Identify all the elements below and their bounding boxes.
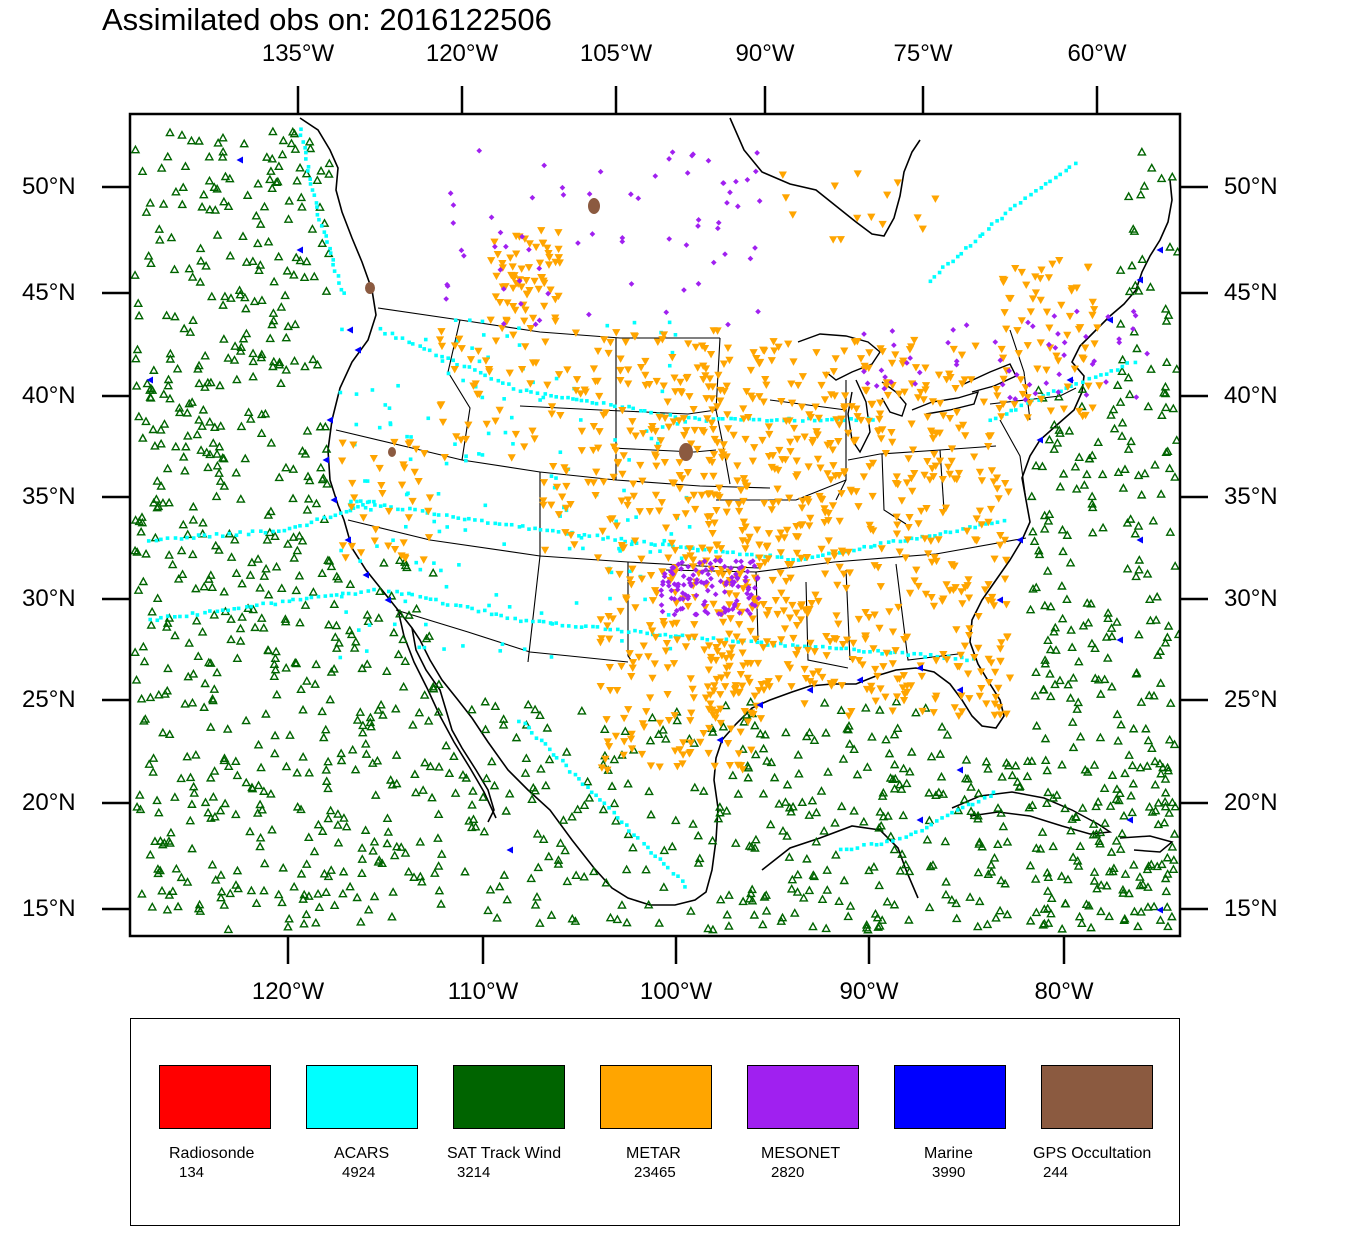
left-lat-label: 25°N [22,686,76,713]
observation-map [102,86,1208,964]
left-lat-label: 20°N [22,789,76,816]
legend-label: Marine [924,1145,973,1162]
right-lat-label: 45°N [1224,279,1278,306]
legend-count: 244 [1043,1164,1069,1181]
bottom-lon-label: 120°W [251,978,325,1005]
right-lat-label: 25°N [1224,686,1278,713]
legend-swatch [159,1065,271,1129]
yucatan-peninsula [761,825,919,899]
legend-item-acars: ACARS 4924 [306,1065,418,1185]
bottom-lon-label: 110°W [447,978,519,1005]
legend-count: 3990 [932,1164,966,1181]
top-lon-label: 90°W [735,40,795,67]
top-lon-label: 105°W [579,40,653,67]
baja-peninsula [397,609,497,819]
right-lat-label: 50°N [1224,173,1278,200]
legend-count: 134 [179,1164,205,1181]
axis-ticks [102,86,1208,964]
legend: Radiosonde 134 ACARS 4924 SAT Track Wind… [130,1018,1180,1226]
legend-label: GPS Occultation [1033,1145,1152,1162]
legend-label: SAT Track Wind [447,1145,562,1162]
plot-frame [128,112,1182,938]
legend-label: ACARS [334,1145,390,1162]
gps-occultation-layer [365,198,693,461]
top-lon-label: 60°W [1067,40,1127,67]
bottom-lon-label: 90°W [839,978,899,1005]
legend-item-gps-occultation: GPS Occultation 244 [1033,1065,1153,1185]
mesonet-layer [443,147,1150,618]
legend-swatch [306,1065,418,1129]
left-lat-label: 40°N [22,382,76,409]
left-lat-label: 15°N [22,895,76,922]
legend-item-mesonet: MESONET 2820 [747,1065,859,1185]
legend-swatch [600,1065,712,1129]
map-geography [299,117,1174,906]
legend-label: MESONET [761,1145,841,1162]
hispaniola-coast [1119,835,1174,853]
cuba-coast [951,791,1113,835]
legend-count: 4924 [342,1164,376,1181]
top-lon-label: 75°W [893,40,953,67]
top-lon-label: 135°W [261,40,335,67]
right-lat-label: 40°N [1224,382,1278,409]
legend-count: 2820 [771,1164,805,1181]
legend-count: 23465 [634,1164,676,1181]
great-lakes [797,333,1017,454]
right-lat-label: 30°N [1224,585,1278,612]
right-lat-label: 15°N [1224,895,1278,922]
right-lat-label: 35°N [1224,483,1278,510]
map-title: Assimilated obs on: 2016122506 [102,2,552,37]
north-america-coastline [299,117,1173,906]
legend-item-metar: METAR 23465 [600,1065,712,1185]
legend-item-sat-track-wind: SAT Track Wind 3214 [447,1065,565,1185]
bottom-lon-label: 100°W [639,978,713,1005]
top-lon-label: 120°W [425,40,499,67]
left-lat-label: 45°N [22,279,76,306]
legend-label: METAR [626,1145,681,1162]
legend-item-radiosonde: Radiosonde 134 [159,1065,271,1185]
mexico-west-coast [411,627,495,823]
marine-layer [146,156,1163,914]
legend-label: Radiosonde [169,1145,255,1162]
legend-count: 3214 [457,1164,491,1181]
left-lat-label: 50°N [22,173,76,200]
bottom-lon-label: 80°W [1034,978,1094,1005]
hudson-bay-coast [729,117,921,237]
left-lat-label: 35°N [22,483,76,510]
legend-swatch [453,1065,565,1129]
sat-track-wind-layer [130,126,1180,934]
legend-item-marine: Marine 3990 [894,1065,1006,1185]
right-lat-label: 20°N [1224,789,1278,816]
legend-swatch [894,1065,1006,1129]
legend-swatch [747,1065,859,1129]
left-lat-label: 30°N [22,585,76,612]
metar-layer [338,170,1104,775]
legend-swatch [1041,1065,1153,1129]
